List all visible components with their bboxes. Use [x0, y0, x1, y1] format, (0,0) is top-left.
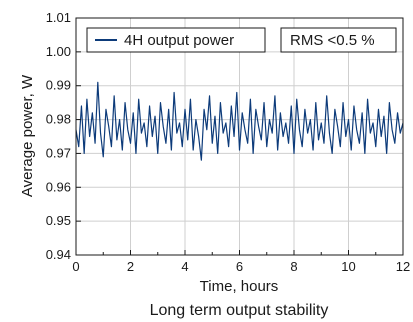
legend: 4H output power [86, 27, 266, 53]
rms-text: RMS <0.5 % [290, 32, 375, 49]
y-axis-label: Average power, W [19, 74, 36, 197]
y-tick-label: 0.98 [46, 112, 71, 127]
y-tick-label: 1.00 [46, 44, 71, 59]
rms-box [280, 27, 397, 53]
x-tick-label: 8 [290, 259, 297, 274]
y-tick-label: 0.97 [46, 145, 71, 160]
x-axis-label: Time, hours [200, 278, 279, 295]
x-tick-label: 6 [236, 259, 243, 274]
y-tick-label: 0.99 [46, 78, 71, 93]
chart-caption: Long term output stability [150, 302, 329, 319]
x-tick-label: 0 [72, 259, 79, 274]
series-line [75, 81, 404, 161]
x-tick-label: 2 [127, 259, 134, 274]
y-tick-label: 1.01 [46, 10, 71, 25]
y-tick-label: 0.95 [46, 213, 71, 228]
y-tick-label: 0.94 [46, 247, 71, 262]
series-layer [75, 81, 404, 161]
ticks: 0.94 0.95 0.96 0.97 0.98 0.99 1.00 1.01 0 2 4 6 8 10 1… [46, 10, 411, 274]
x-tick-label: 10 [341, 259, 355, 274]
legend-label: 4H output power [124, 32, 234, 49]
x-tick-label: 4 [181, 259, 188, 274]
x-tick-label: 12 [396, 259, 410, 274]
y-tick-label: 0.96 [46, 179, 71, 194]
rms-annotation: RMS <0.5 % [280, 27, 397, 53]
